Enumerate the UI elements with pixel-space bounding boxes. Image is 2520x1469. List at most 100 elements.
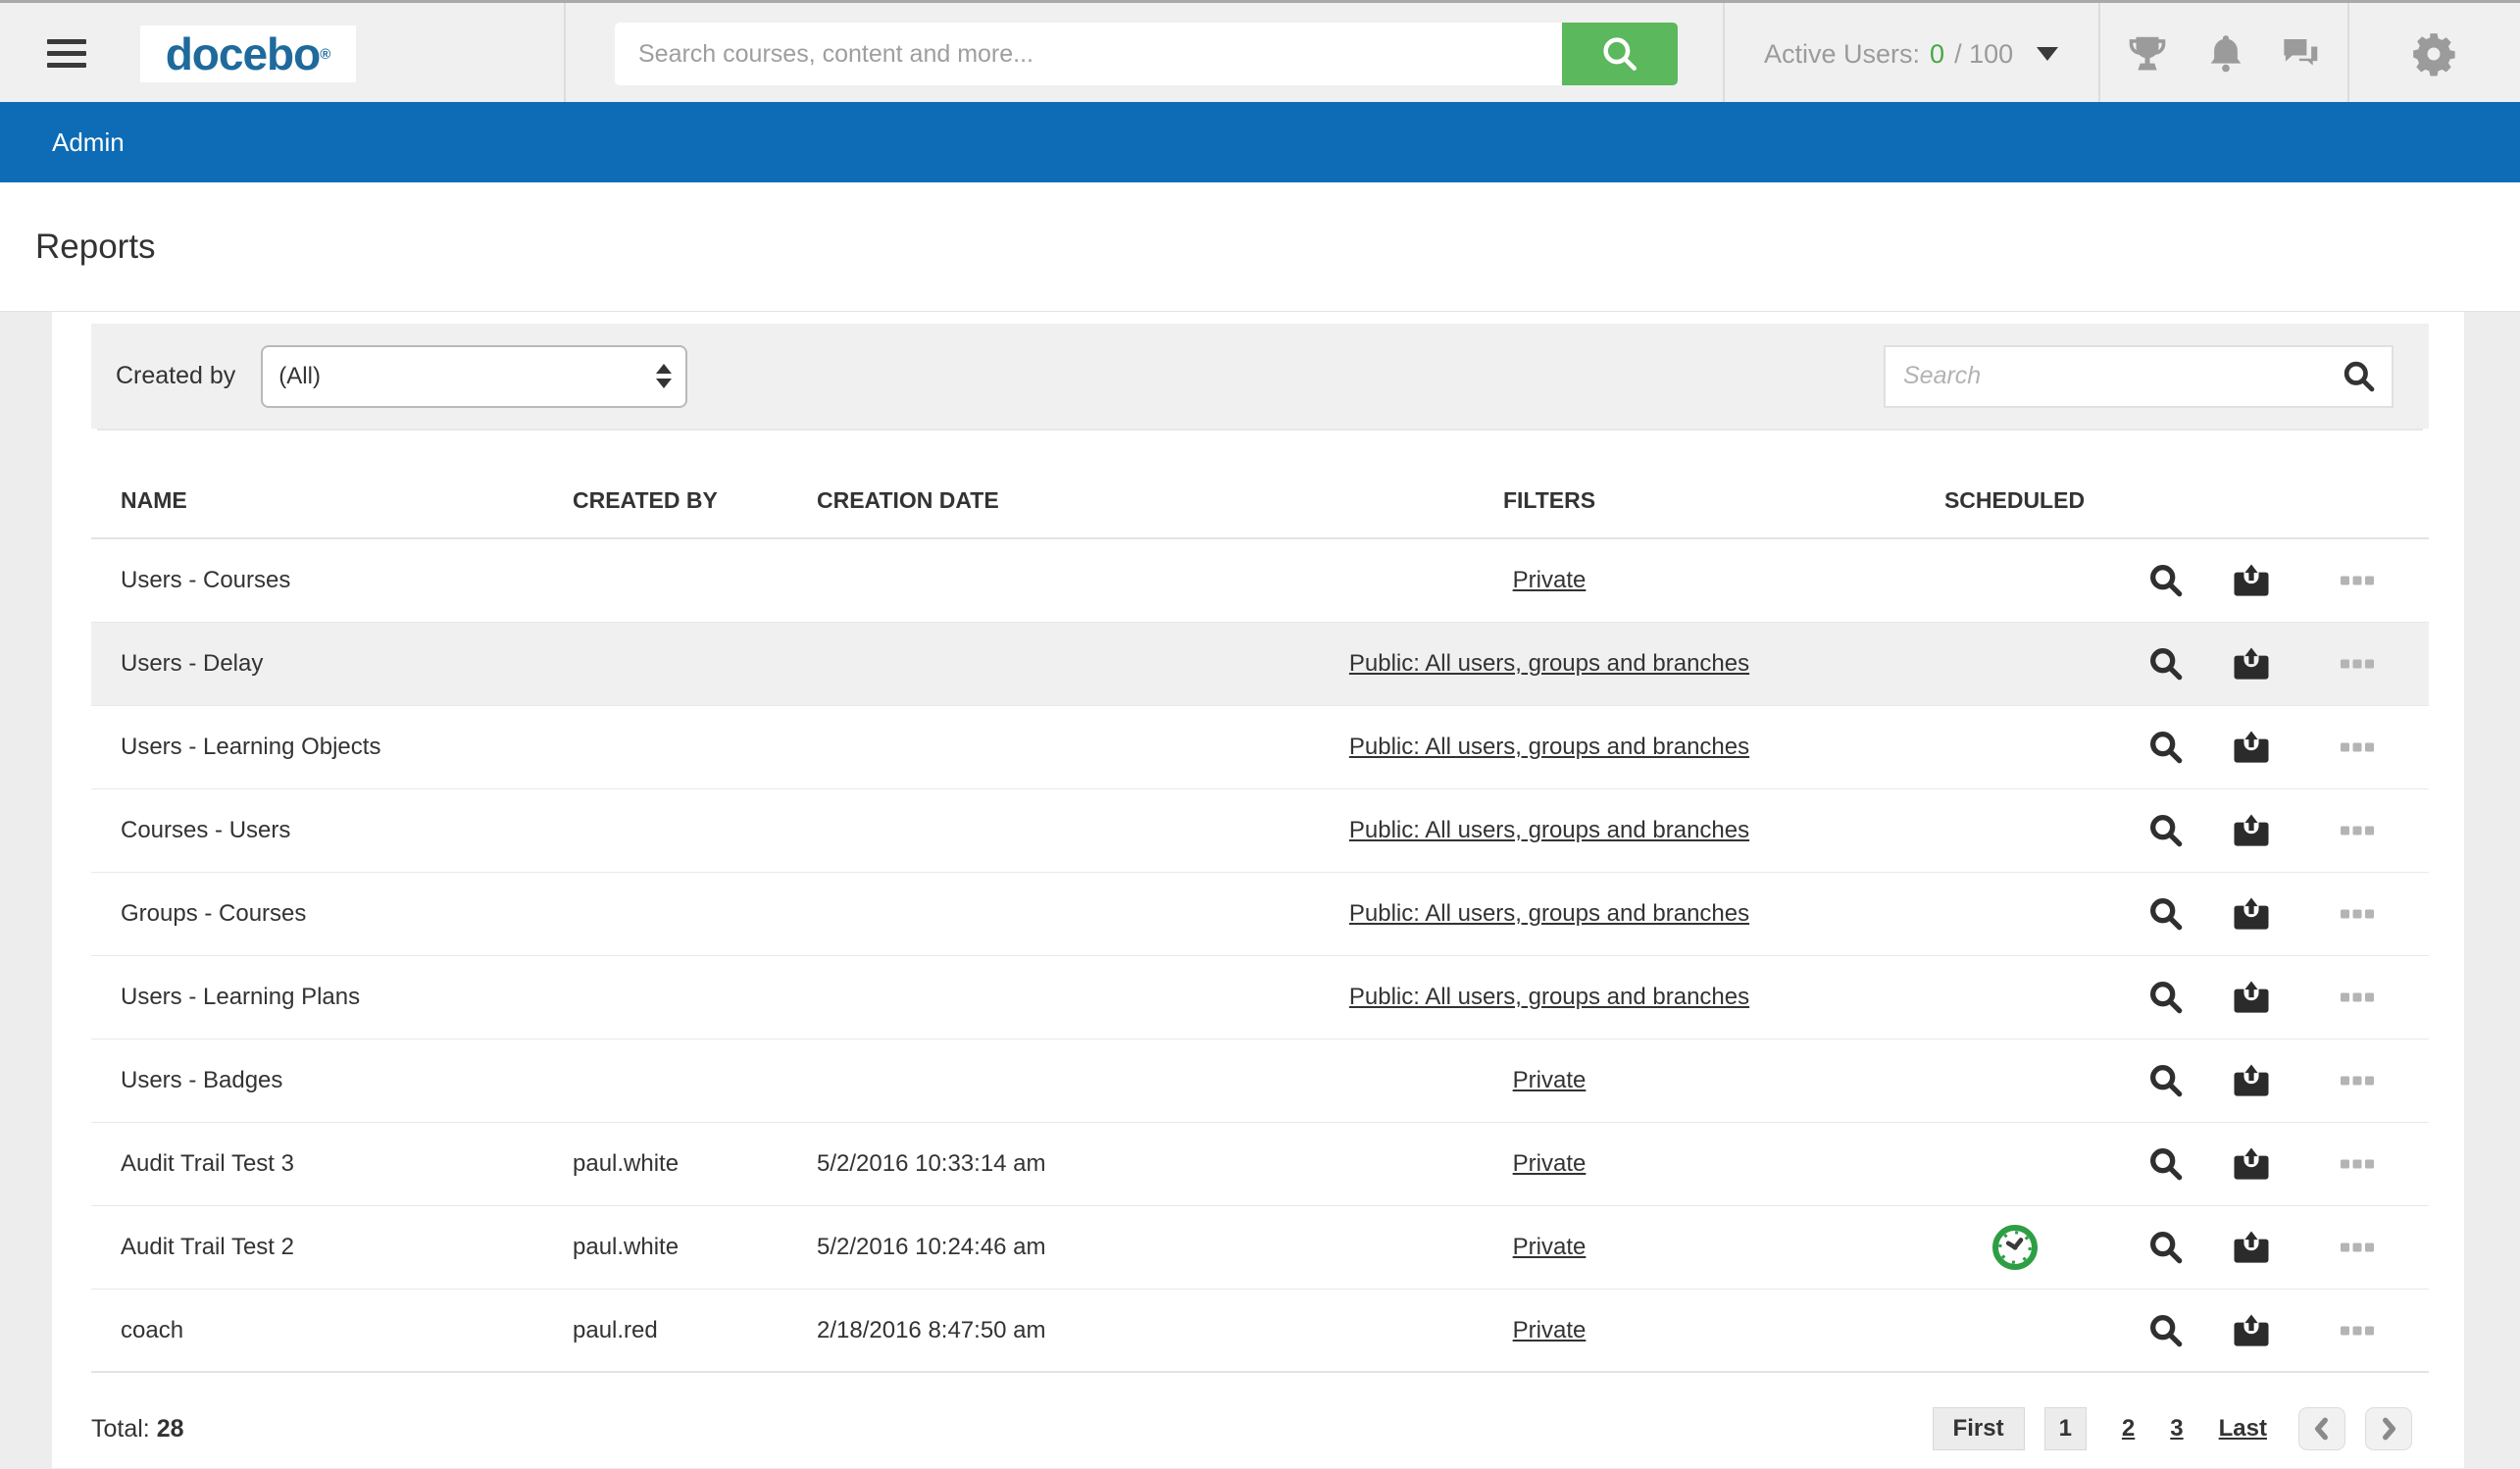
pagination-prev-button[interactable] xyxy=(2298,1407,2345,1450)
messages-button[interactable] xyxy=(2272,3,2331,105)
pagination-last-link[interactable]: Last xyxy=(2218,1415,2267,1442)
export-icon xyxy=(2231,810,2272,851)
view-report-button[interactable] xyxy=(2146,1142,2186,1186)
view-report-button[interactable] xyxy=(2146,976,2186,1019)
column-header-created-by: CREATED BY xyxy=(573,486,718,513)
global-search-button[interactable] xyxy=(1562,23,1678,85)
more-actions-button[interactable] xyxy=(2338,809,2377,852)
global-search xyxy=(615,23,1678,85)
admin-breadcrumb[interactable]: Admin xyxy=(52,127,125,157)
column-header-creation-date: CREATION DATE xyxy=(817,486,999,513)
column-header-scheduled: SCHEDULED xyxy=(1943,486,2086,513)
export-report-button[interactable] xyxy=(2232,1059,2271,1102)
ellipsis-icon xyxy=(2340,825,2375,836)
more-actions-button[interactable] xyxy=(2338,642,2377,685)
export-icon xyxy=(2231,727,2272,768)
magnifier-icon xyxy=(2146,1144,2186,1184)
active-users-dropdown[interactable]: Active Users: 0 / 100 xyxy=(1764,3,2059,105)
report-filters-link[interactable]: Private xyxy=(1512,1316,1587,1343)
view-report-button[interactable] xyxy=(2146,892,2186,936)
pagination-next-button[interactable] xyxy=(2365,1407,2412,1450)
export-report-button[interactable] xyxy=(2232,892,2271,936)
chat-icon xyxy=(2279,31,2324,76)
column-header-name: NAME xyxy=(121,486,187,513)
report-filters-link[interactable]: Private xyxy=(1512,1150,1587,1177)
magnifier-icon xyxy=(2146,728,2186,767)
report-filters-link[interactable]: Private xyxy=(1512,567,1587,593)
report-name: Courses - Users xyxy=(121,817,291,843)
more-actions-button[interactable] xyxy=(2338,976,2377,1019)
pagination-page-link[interactable]: 2 xyxy=(2121,1415,2136,1442)
report-filters-link[interactable]: Public: All users, groups and branches xyxy=(1348,734,1750,760)
more-actions-button[interactable] xyxy=(2338,559,2377,602)
active-users-total: / 100 xyxy=(1954,38,2014,69)
export-report-button[interactable] xyxy=(2232,1309,2271,1352)
more-actions-button[interactable] xyxy=(2338,1309,2377,1352)
view-report-button[interactable] xyxy=(2146,1059,2186,1102)
global-search-input[interactable] xyxy=(615,23,1562,85)
report-name: Audit Trail Test 3 xyxy=(121,1150,294,1177)
table-footer: Total: 28 First 1 2 3 Last xyxy=(91,1373,2429,1467)
table-body: Users - Courses Private xyxy=(91,539,2429,1373)
export-icon xyxy=(2231,977,2272,1018)
view-report-button[interactable] xyxy=(2146,642,2186,685)
export-report-button[interactable] xyxy=(2232,1226,2271,1269)
pagination-page-button-current[interactable]: 1 xyxy=(2043,1407,2087,1450)
docebo-logo[interactable]: docebo ® xyxy=(140,25,356,82)
view-report-button[interactable] xyxy=(2146,559,2186,602)
trophy-icon xyxy=(2125,31,2170,76)
ellipsis-icon xyxy=(2340,741,2375,753)
ellipsis-icon xyxy=(2340,1241,2375,1253)
export-icon xyxy=(2231,643,2272,684)
export-report-button[interactable] xyxy=(2232,726,2271,769)
export-report-button[interactable] xyxy=(2232,642,2271,685)
report-filters-link[interactable]: Private xyxy=(1512,1067,1587,1093)
table-search-input[interactable] xyxy=(1886,346,2341,406)
ellipsis-icon xyxy=(2340,991,2375,1003)
magnifier-icon xyxy=(2146,978,2186,1017)
pagination-page-link[interactable]: 3 xyxy=(2170,1415,2184,1442)
table-row: Users - Courses Private xyxy=(91,539,2429,623)
topbar-divider xyxy=(564,3,566,102)
admin-breadcrumb-bar: Admin xyxy=(0,102,2520,182)
notifications-button[interactable] xyxy=(2196,3,2255,105)
export-report-button[interactable] xyxy=(2232,1142,2271,1186)
view-report-button[interactable] xyxy=(2146,1309,2186,1352)
more-actions-button[interactable] xyxy=(2338,1142,2377,1186)
search-icon xyxy=(1599,33,1640,75)
export-icon xyxy=(2231,560,2272,601)
report-filters-link[interactable]: Public: All users, groups and branches xyxy=(1348,817,1750,843)
view-report-button[interactable] xyxy=(2146,1226,2186,1269)
settings-button[interactable] xyxy=(2404,3,2463,105)
more-actions-button[interactable] xyxy=(2338,1226,2377,1269)
report-filters-link[interactable]: Public: All users, groups and branches xyxy=(1348,984,1750,1010)
magnifier-icon xyxy=(2146,1311,2186,1350)
more-actions-button[interactable] xyxy=(2338,1059,2377,1102)
export-report-button[interactable] xyxy=(2232,976,2271,1019)
reports-table: NAME CREATED BY CREATION DATE FILTERS SC… xyxy=(91,429,2429,1373)
total-count: Total: 28 xyxy=(91,1414,184,1443)
magnifier-icon xyxy=(2146,894,2186,934)
table-search xyxy=(1884,344,2394,408)
report-filters-link[interactable]: Public: All users, groups and branches xyxy=(1348,650,1750,677)
chevron-left-icon xyxy=(2309,1416,2335,1442)
report-filters-link[interactable]: Public: All users, groups and branches xyxy=(1348,900,1750,927)
created-by-select[interactable]: (All) xyxy=(261,344,688,408)
topbar-divider xyxy=(2098,3,2100,102)
export-report-button[interactable] xyxy=(2232,809,2271,852)
export-report-button[interactable] xyxy=(2232,559,2271,602)
content-wrapper: Created by (All) NAME CREATED BY CREATI xyxy=(52,312,2464,1468)
export-icon xyxy=(2231,1060,2272,1101)
view-report-button[interactable] xyxy=(2146,726,2186,769)
gamification-trophy-button[interactable] xyxy=(2118,3,2177,105)
ellipsis-icon xyxy=(2340,908,2375,920)
report-filters-link[interactable]: Private xyxy=(1512,1234,1587,1260)
more-actions-button[interactable] xyxy=(2338,726,2377,769)
more-actions-button[interactable] xyxy=(2338,892,2377,936)
report-name: Users - Courses xyxy=(121,567,291,593)
search-icon[interactable] xyxy=(2341,358,2378,395)
pagination-first-button[interactable]: First xyxy=(1932,1407,2025,1450)
table-row: coach paul.red 2/18/2016 8:47:50 am Priv… xyxy=(91,1290,2429,1373)
hamburger-menu-icon[interactable] xyxy=(47,39,86,68)
view-report-button[interactable] xyxy=(2146,809,2186,852)
